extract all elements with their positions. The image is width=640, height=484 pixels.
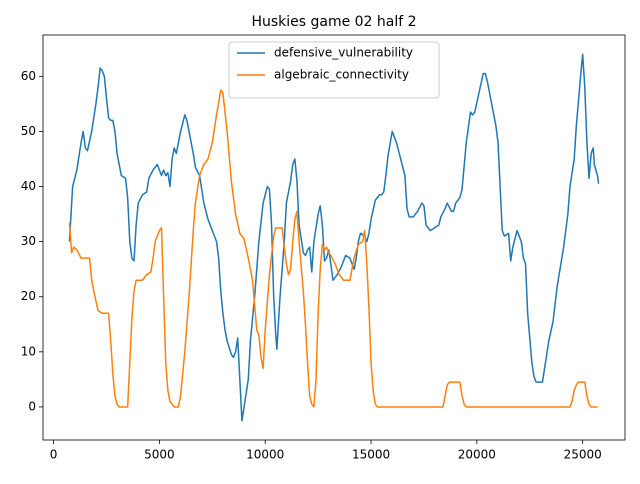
legend-box: [228, 41, 440, 99]
x-tick-label: 15000: [352, 448, 390, 462]
y-tick-label: 10: [21, 344, 36, 358]
x-tick-label: 25000: [564, 448, 602, 462]
y-tick-label: 30: [21, 234, 36, 248]
y-tick-label: 0: [28, 399, 36, 413]
x-tick-label: 0: [50, 448, 58, 462]
data-line: [68, 89, 598, 408]
legend-label: defensive_vulnerability: [274, 46, 413, 60]
plot-frame: [42, 34, 626, 441]
y-tick-label: 60: [21, 69, 36, 83]
data-line: [68, 53, 600, 422]
x-tick-label: 10000: [246, 448, 284, 462]
x-tick-label: 5000: [144, 448, 175, 462]
y-tick-label: 40: [21, 179, 36, 193]
chart-title: Huskies game 02 half 2: [251, 14, 416, 30]
y-tick-label: 50: [21, 124, 36, 138]
y-tick-label: 20: [21, 289, 36, 303]
x-tick-label: 20000: [458, 448, 496, 462]
legend-label: algebraic_connectivity: [274, 68, 409, 82]
